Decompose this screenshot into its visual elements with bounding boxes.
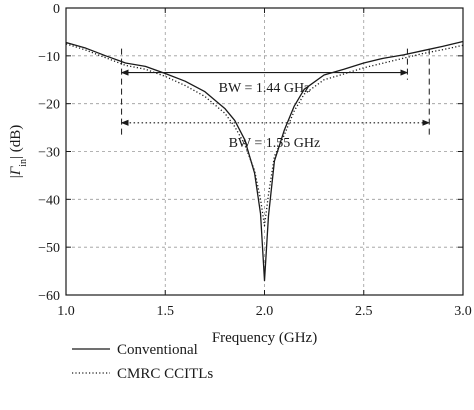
y-tick-label: −10 [38, 50, 60, 65]
bandwidth-label-2: BW = 1.55 GHz [229, 136, 321, 151]
legend-label-conventional: Conventional [117, 342, 198, 358]
y-tick-label: −20 [38, 98, 60, 113]
y-axis-title-subscript: in [18, 159, 29, 167]
x-tick-label: 2.5 [355, 304, 373, 319]
tick-marks [65, 7, 464, 296]
y-axis-title-bar-left: | [8, 175, 24, 178]
legend-label-cmrc-ccitls: CMRC CCITLs [117, 366, 213, 382]
y-axis-title-gamma: Γ [8, 165, 24, 176]
x-tick-label: 3.0 [454, 304, 472, 319]
y-tick-label: −60 [38, 289, 60, 304]
x-axis-title: Frequency (GHz) [212, 330, 317, 346]
x-tick-label: 2.0 [256, 304, 274, 319]
bandwidth-annotations: BW = 1.44 GHz BW = 1.55 GHz [120, 69, 431, 151]
bandwidth-label-1: BW = 1.44 GHz [219, 81, 311, 96]
tick-labels: 1.0 1.5 2.0 2.5 3.0 0 −10 −20 −30 −40 −50 −60 [38, 2, 472, 319]
grid [66, 8, 463, 295]
series-line-cmrc-ccitls [65, 43, 464, 227]
x-tick-label: 1.0 [57, 304, 75, 319]
y-axis-title-unit: | (dB) [8, 125, 24, 159]
y-tick-label: 0 [53, 2, 60, 17]
series-line-conventional [65, 40, 464, 282]
series-lines [65, 40, 464, 282]
x-tick-label: 1.5 [157, 304, 175, 319]
y-axis-title: |Γin| (dB) [8, 125, 29, 179]
legend: Conventional CMRC CCITLs [72, 342, 213, 382]
y-tick-label: −50 [38, 241, 60, 256]
y-tick-label: −40 [38, 193, 60, 208]
y-tick-label: −30 [38, 146, 60, 161]
